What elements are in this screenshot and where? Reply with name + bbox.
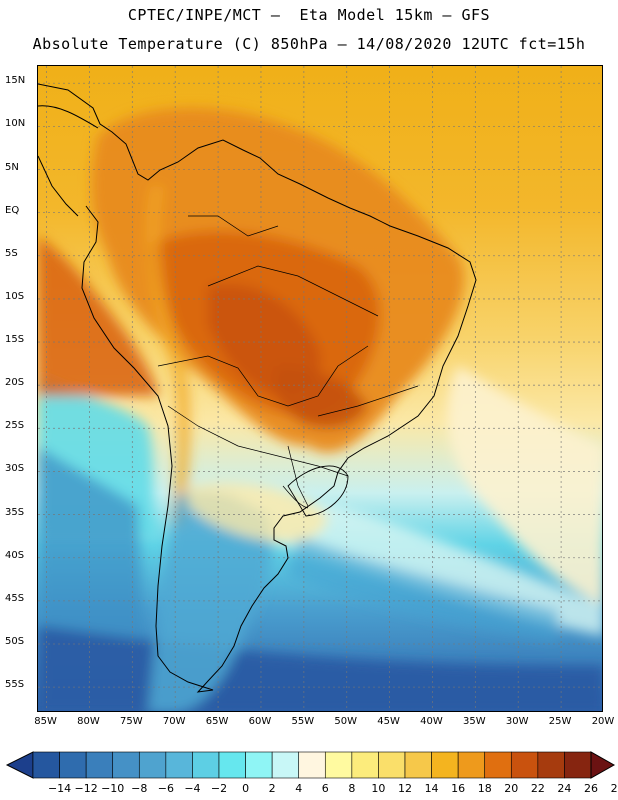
lon-tick-label: 55W: [291, 716, 315, 727]
lat-tick-label: 15S: [5, 334, 25, 346]
colorbar-swatch: [32, 751, 60, 779]
graticule: [38, 66, 602, 711]
temperature-map: [38, 66, 602, 711]
map-panel: [37, 65, 603, 712]
lat-tick-label: 50S: [5, 635, 25, 647]
colorbar-swatch: [404, 751, 432, 779]
colorbar-tick-label: −6: [157, 782, 174, 795]
lat-tick-label: 35S: [5, 506, 25, 518]
lon-tick-label: 20W: [591, 716, 615, 727]
lat-tick-label: 5N: [5, 161, 19, 173]
title-line-1: CPTEC/INPE/MCT – Eta Model 15km – GFS: [127, 6, 491, 24]
lon-tick-label: 40W: [420, 716, 443, 727]
lat-tick-label: 10N: [5, 118, 26, 130]
lon-tick-label: 45W: [377, 716, 400, 727]
colorbar-swatch: [298, 751, 326, 779]
lon-tick-label: 85W: [34, 716, 57, 727]
colorbar-tick-label: 0: [242, 782, 250, 795]
lon-tick-label: 60W: [248, 716, 272, 727]
colorbar-tick-label: 20: [504, 782, 519, 795]
lat-tick-label: EQ: [5, 204, 20, 216]
lat-tick-label: 40S: [5, 549, 25, 561]
colorbar-swatch: [431, 751, 459, 779]
colorbar-swatch: [271, 751, 300, 779]
lat-tick-label: 5S: [5, 247, 18, 259]
colorbar-swatch: [112, 751, 140, 779]
lon-tick-label: 50W: [334, 716, 358, 727]
colorbar-tick-label: 6: [321, 782, 329, 795]
colorbar: [5, 751, 616, 779]
colorbar-tick-label: −4: [184, 782, 201, 795]
colorbar-tick-label: 10: [371, 782, 386, 795]
colorbar-tick-label: −10: [101, 782, 125, 795]
colorbar-swatch: [192, 751, 220, 779]
colorbar-swatch: [245, 751, 273, 779]
lat-tick-label: 30S: [5, 463, 25, 475]
colorbar-tick-label: 8: [348, 782, 356, 795]
colorbar-under-arrow: [5, 751, 34, 779]
lon-tick-label: 35W: [463, 716, 486, 727]
colorbar-tick-label: 18: [477, 782, 492, 795]
colorbar-swatch: [218, 751, 246, 779]
colorbar-tick-label: 22: [530, 782, 545, 795]
colorbar-swatch: [484, 751, 512, 779]
colorbar-tick-label: 28: [610, 782, 618, 795]
lat-tick-label: 45S: [5, 592, 25, 604]
colorbar-swatch: [510, 751, 539, 779]
lat-tick-label: 15N: [5, 75, 26, 87]
colorbar-over-arrow: [590, 751, 616, 779]
lat-tick-label: 25S: [5, 420, 25, 432]
colorbar-swatch: [59, 751, 87, 779]
lon-tick-label: 30W: [505, 716, 529, 727]
colorbar-swatch: [457, 751, 486, 779]
colorbar-swatch: [85, 751, 114, 779]
colorbar-tick-label: −12: [74, 782, 98, 795]
lat-tick-label: 10S: [5, 290, 25, 302]
lon-tick-label: 75W: [120, 716, 143, 727]
lon-tick-label: 80W: [77, 716, 100, 727]
colorbar-swatch: [324, 751, 353, 779]
lon-tick-label: 65W: [205, 716, 229, 727]
colorbar-swatch: [138, 751, 167, 779]
lat-tick-label: 55S: [5, 679, 25, 691]
colorbar-swatch: [537, 751, 565, 779]
colorbar-tick-label: 24: [557, 782, 572, 795]
colorbar-tick-label: 14: [424, 782, 439, 795]
colorbar-tick-label: 26: [584, 782, 598, 795]
colorbar-tick-label: 2: [268, 782, 276, 795]
colorbar-tick-label: −8: [131, 782, 148, 795]
colorbar-swatch: [564, 751, 592, 779]
lon-tick-label: 25W: [548, 716, 572, 727]
title-line-2: Absolute Temperature (C) 850hPa – 14/08/…: [32, 35, 586, 53]
lon-tick-label: 70W: [162, 716, 186, 727]
lat-tick-label: 20S: [5, 377, 25, 389]
colorbar-tick-label: 4: [295, 782, 303, 795]
coastline: [38, 83, 477, 693]
colorbar-tick-label: −14: [47, 782, 72, 795]
colorbar-swatch: [165, 751, 193, 779]
colorbar-tick-label: 16: [451, 782, 466, 795]
colorbar-tick-label: 12: [398, 782, 412, 795]
colorbar-swatch: [351, 751, 379, 779]
colorbar-swatch: [378, 751, 406, 779]
colorbar-tick-label: −2: [210, 782, 228, 795]
